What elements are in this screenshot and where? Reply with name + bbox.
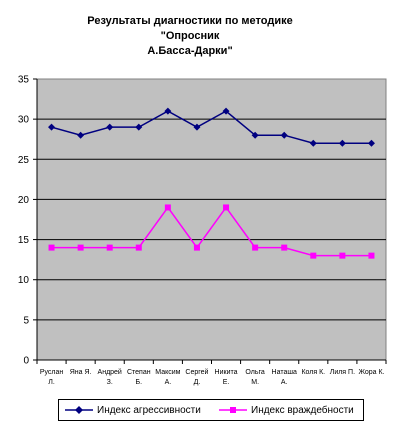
x-tick-label-0: Руслан Л. <box>40 369 64 386</box>
x-tick-label-6: Никита Е. <box>215 369 238 386</box>
y-tick-label-35: 35 <box>18 75 30 86</box>
data-point-s0-2 <box>106 123 114 131</box>
data-point-s1-2 <box>106 244 113 251</box>
data-point-s0-3 <box>135 123 143 131</box>
data-point-s1-5 <box>193 244 200 251</box>
data-point-s0-5 <box>193 123 201 131</box>
x-axis: Руслан Л. Яна Я. Андрей З. Степан Б.Максим А. Се… <box>36 359 387 386</box>
data-point-s0-6 <box>222 107 230 115</box>
series-line-1 <box>51 206 372 257</box>
series-lines <box>51 110 372 257</box>
y-tick-label-20: 20 <box>18 195 30 206</box>
gridlines <box>37 118 386 321</box>
data-point-s1-11 <box>368 252 375 259</box>
data-point-s1-7 <box>252 244 259 251</box>
y-tick-label-30: 30 <box>18 115 30 126</box>
y-tick-label-10: 10 <box>18 275 30 286</box>
x-tick-label-2: Андрей З. <box>98 368 122 386</box>
y-axis: 0 5 10 15 20 25 30 35 <box>18 75 38 367</box>
data-point-s0-1 <box>77 131 85 139</box>
data-point-s0-8 <box>280 131 288 139</box>
legend-item-hostility: Индекс враждебности <box>219 403 354 417</box>
data-point-s1-8 <box>281 244 288 251</box>
x-tick-label-3: Степан Б. <box>127 369 151 386</box>
x-tick-label-9: Коля К. <box>301 369 325 376</box>
x-tick-label-7: Ольга М. <box>245 369 264 386</box>
x-tick-label-1: Яна Я. <box>70 369 92 376</box>
x-tick-label-4: Максим А. <box>155 369 180 386</box>
legend-label-aggression: Индекс агрессивности <box>97 404 201 416</box>
data-point-s1-1 <box>77 244 84 251</box>
series-line-0 <box>51 110 372 144</box>
y-tick-label-25: 25 <box>18 155 30 166</box>
data-point-s0-11 <box>367 139 375 147</box>
legend-swatch-aggression <box>65 406 93 414</box>
x-tick-label-10: Лиля П. <box>330 369 355 376</box>
legend: Индекс агрессивности Индекс враждебности <box>58 399 364 421</box>
data-point-s1-0 <box>48 244 55 251</box>
data-point-s1-9 <box>310 252 317 259</box>
y-tick-label-15: 15 <box>18 235 30 246</box>
x-tick-label-11: Жора К. <box>358 369 384 376</box>
data-point-s1-4 <box>164 204 171 211</box>
legend-item-aggression: Индекс агрессивности <box>65 403 201 417</box>
plot-area <box>36 78 387 361</box>
legend-swatch-hostility <box>219 407 247 413</box>
data-point-s1-3 <box>135 244 142 251</box>
x-tick-label-5: Сергей Д. <box>185 368 208 386</box>
y-tick-label-5: 5 <box>23 315 29 326</box>
data-point-s0-7 <box>251 131 259 139</box>
legend-label-hostility: Индекс враждебности <box>251 404 354 416</box>
data-point-s0-9 <box>309 139 317 147</box>
data-point-s0-0 <box>48 123 56 131</box>
chart-title: Результаты диагностики по методике "Опро… <box>87 15 293 57</box>
data-point-s1-10 <box>339 252 346 259</box>
series-markers <box>48 107 375 259</box>
y-tick-label-0: 0 <box>23 356 29 367</box>
data-point-s0-10 <box>338 139 346 147</box>
data-point-s0-4 <box>164 107 172 115</box>
x-tick-label-8: Наташа А. <box>272 369 297 386</box>
data-point-s1-6 <box>223 204 230 211</box>
